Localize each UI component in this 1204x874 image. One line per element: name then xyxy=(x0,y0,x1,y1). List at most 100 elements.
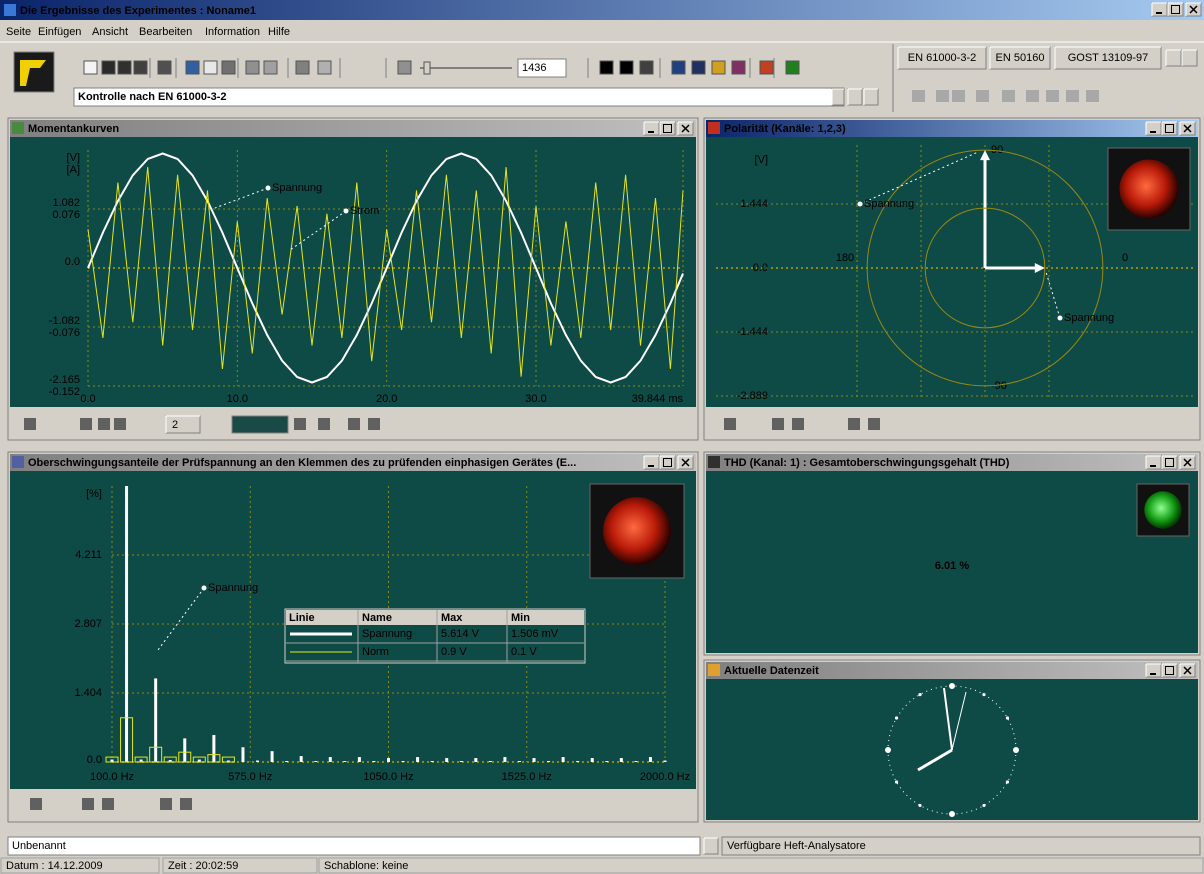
toolbar-icon[interactable] xyxy=(398,61,411,74)
y2-tick-label: -0.076 xyxy=(49,327,80,339)
callout-label: Spannung xyxy=(1064,312,1114,324)
y-tick-label: 1.404 xyxy=(74,687,102,699)
panel-tool-icon[interactable] xyxy=(30,798,42,810)
callout-dot xyxy=(266,186,271,191)
panel-tool-icon[interactable] xyxy=(82,798,94,810)
legend-label: Norm xyxy=(362,646,389,658)
page: {"window":{"title":"Die Ergebnisse des E… xyxy=(0,0,1204,874)
dropdown-button[interactable] xyxy=(832,89,844,105)
clock-dot xyxy=(1006,716,1009,719)
panel-tool-icon[interactable] xyxy=(180,798,192,810)
scroll-left[interactable] xyxy=(848,89,862,105)
toolbar-icon[interactable] xyxy=(296,61,309,74)
tab-scroll-right[interactable] xyxy=(1182,50,1197,66)
panel-tool-icon[interactable] xyxy=(114,418,126,430)
toolbar-icon[interactable] xyxy=(672,61,685,74)
x-tick-label: 0.0 xyxy=(80,393,95,405)
toolbar-icon[interactable] xyxy=(204,61,217,74)
bar xyxy=(562,757,565,762)
bar xyxy=(445,758,448,762)
panel-tool-icon[interactable] xyxy=(80,418,92,430)
callout-label: Strom xyxy=(350,205,379,217)
color-field[interactable] xyxy=(232,416,288,433)
panel-tool-icon[interactable] xyxy=(792,418,804,430)
toolbar-icon[interactable] xyxy=(264,61,277,74)
bar xyxy=(649,757,652,762)
panel-tool-icon[interactable] xyxy=(318,418,330,430)
bar xyxy=(431,761,434,762)
toolbar-icon[interactable] xyxy=(318,61,331,74)
panel-tool-icon[interactable] xyxy=(848,418,860,430)
maximize-button[interactable] xyxy=(1162,122,1177,135)
menu-item[interactable]: Ansicht xyxy=(92,26,128,38)
screen: Die Ergebnisse des Experimentes : Noname… xyxy=(0,0,1204,874)
maximize-button[interactable] xyxy=(1162,456,1177,469)
menu-item[interactable]: Seite xyxy=(6,26,31,38)
minimize-button[interactable] xyxy=(644,122,659,135)
maximize-button[interactable] xyxy=(1162,664,1177,677)
menu-item[interactable]: Bearbeiten xyxy=(139,26,192,38)
minimize-button[interactable] xyxy=(1146,122,1161,135)
bar xyxy=(460,761,463,762)
maximize-button[interactable] xyxy=(1168,3,1183,16)
slider-thumb[interactable] xyxy=(424,62,430,74)
toolbar-icon[interactable] xyxy=(760,61,773,74)
tab-scroll-left[interactable] xyxy=(1166,50,1181,66)
toolbar-icon[interactable] xyxy=(692,61,705,74)
toolbar-icon[interactable] xyxy=(732,61,745,74)
minimize-button[interactable] xyxy=(1146,456,1161,469)
panel-tool-icon[interactable] xyxy=(160,798,172,810)
status-text: Datum : 14.12.2009 xyxy=(6,860,103,872)
bar xyxy=(518,761,521,762)
panel-tool-icon[interactable] xyxy=(368,418,380,430)
toolbar-icon[interactable] xyxy=(246,61,259,74)
window-title: Die Ergebnisse des Experimentes : Noname… xyxy=(20,5,256,17)
y-axis-label: [V] xyxy=(755,154,768,166)
y-tick-label: -1.082 xyxy=(49,315,80,327)
toolbar-icon[interactable] xyxy=(600,61,613,74)
bar xyxy=(212,735,215,762)
scroll-right[interactable] xyxy=(864,89,878,105)
toolbar-icon[interactable] xyxy=(640,61,653,74)
bar xyxy=(664,761,667,762)
toolbar-icon[interactable] xyxy=(222,61,235,74)
minimize-button[interactable] xyxy=(644,456,659,469)
legend-header-label: Min xyxy=(511,612,530,624)
x-tick-label: 100.0 Hz xyxy=(90,771,134,783)
bar xyxy=(372,761,375,762)
toolbar-icon[interactable] xyxy=(786,61,799,74)
panel-tool-icon[interactable] xyxy=(772,418,784,430)
toolbar-icon[interactable] xyxy=(158,61,171,74)
maximize-button[interactable] xyxy=(660,122,675,135)
panel-tool-icon[interactable] xyxy=(724,418,736,430)
document-field[interactable] xyxy=(8,837,700,855)
menu-item[interactable]: Einfügen xyxy=(38,26,81,38)
toolbar-icon[interactable] xyxy=(712,61,725,74)
minimize-button[interactable] xyxy=(1146,664,1161,677)
menu-item[interactable]: Information xyxy=(205,26,260,38)
x-tick-label: 1050.0 Hz xyxy=(363,771,413,783)
bar xyxy=(314,761,317,762)
toolbar-icon[interactable] xyxy=(102,61,115,74)
toolbar-icon[interactable] xyxy=(84,61,97,74)
counter-text: 1436 xyxy=(522,62,546,74)
panel-tool-icon[interactable] xyxy=(102,798,114,810)
panel-icon xyxy=(708,122,720,134)
maximize-button[interactable] xyxy=(660,456,675,469)
panel-tool-icon[interactable] xyxy=(24,418,36,430)
panel-tool-icon[interactable] xyxy=(98,418,110,430)
toolbar-icon[interactable] xyxy=(186,61,199,74)
toolbar-icon[interactable] xyxy=(118,61,131,74)
minimize-button[interactable] xyxy=(1152,3,1167,16)
traffic-lamp xyxy=(1119,159,1178,218)
panel-tool-icon[interactable] xyxy=(348,418,360,430)
y-tick-label: 1.082 xyxy=(52,197,80,209)
panel-tool-icon[interactable] xyxy=(294,418,306,430)
spinner[interactable] xyxy=(704,838,718,854)
panel-tool-icon[interactable] xyxy=(868,418,880,430)
menu-item[interactable]: Hilfe xyxy=(268,26,290,38)
indicator-icon xyxy=(1066,90,1079,102)
bar xyxy=(125,486,128,762)
toolbar-icon[interactable] xyxy=(620,61,633,74)
toolbar-icon[interactable] xyxy=(134,61,147,74)
